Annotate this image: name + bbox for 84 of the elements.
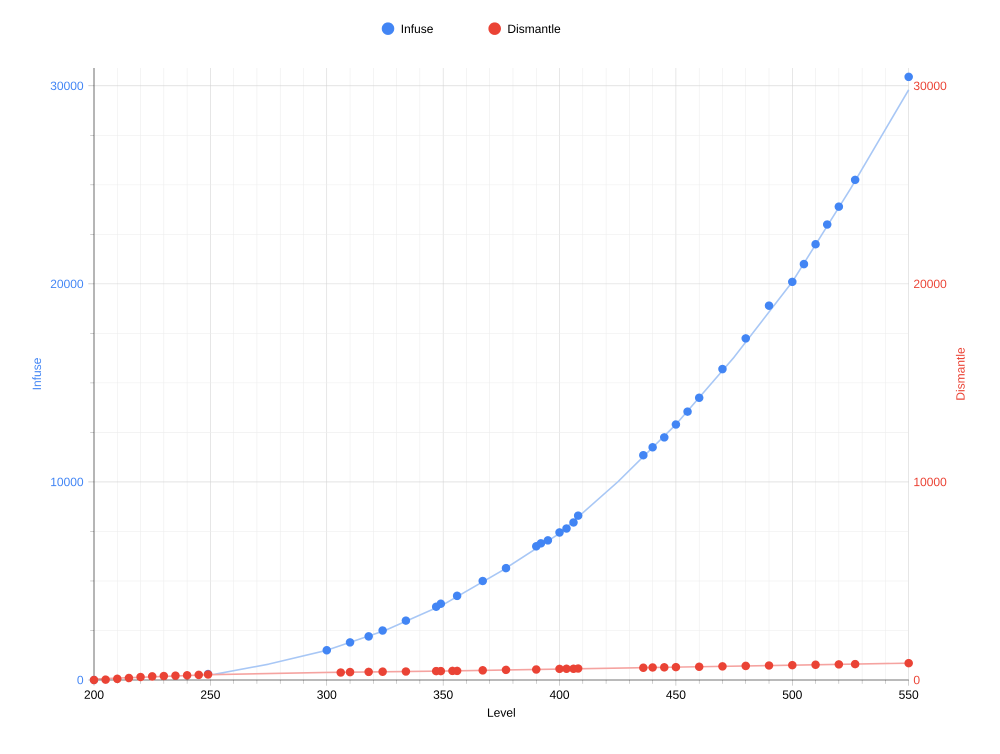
point: [536, 539, 546, 548]
point: [346, 668, 354, 676]
point: [346, 638, 354, 647]
point: [562, 524, 571, 533]
point: [904, 72, 913, 82]
point: [148, 672, 156, 681]
x-axis-title: Level: [488, 708, 515, 717]
point: [639, 450, 648, 460]
y2-tick-label: 30000: [914, 82, 946, 90]
point: [160, 672, 168, 680]
point: [555, 528, 564, 537]
point: [544, 536, 552, 545]
y-tick-label: 20000: [50, 280, 84, 288]
y-tick-label: 10000: [51, 478, 84, 486]
point: [562, 664, 571, 673]
point: [113, 674, 122, 684]
point: [741, 334, 750, 343]
legend-label: Dismantle: [508, 24, 560, 34]
point: [788, 278, 797, 286]
point: [502, 564, 510, 572]
point: [718, 662, 727, 671]
point: [452, 592, 462, 600]
x-tick-label: 200: [84, 690, 104, 699]
point: [850, 660, 860, 668]
point: [764, 661, 774, 670]
point: [834, 202, 844, 211]
x-tick-label: 300: [317, 690, 336, 699]
point: [574, 511, 582, 520]
point: [478, 666, 487, 675]
y-axis-title: Infuse: [32, 358, 42, 390]
y2-tick-label: 20000: [914, 280, 946, 288]
point: [171, 671, 180, 680]
point: [336, 668, 345, 677]
point: [555, 664, 564, 674]
point: [811, 660, 820, 670]
point: [741, 662, 750, 670]
point: [364, 668, 373, 676]
point: [694, 662, 704, 671]
point: [800, 260, 808, 268]
point: [788, 660, 797, 670]
point: [660, 433, 669, 442]
y2-axis-title: Dismantle: [956, 348, 965, 400]
point: [639, 663, 648, 672]
point: [436, 599, 446, 608]
point: [569, 518, 578, 527]
point: [683, 407, 692, 416]
point: [694, 393, 704, 402]
point: [718, 364, 727, 374]
point: [182, 670, 192, 680]
point: [822, 220, 832, 229]
point: [834, 660, 844, 669]
x-tick-label: 450: [666, 690, 686, 699]
point: [478, 576, 487, 586]
point: [378, 667, 387, 676]
point: [904, 658, 913, 668]
point: [124, 674, 134, 682]
point: [322, 646, 332, 655]
x-tick-label: 500: [782, 690, 802, 699]
x-tick-label: 250: [200, 690, 220, 699]
x-tick-label: 350: [434, 690, 453, 699]
y-tick-label: 0: [77, 676, 84, 684]
point: [532, 665, 541, 674]
point: [764, 301, 774, 310]
point: [648, 443, 657, 452]
y2-tick-label: 0: [914, 676, 920, 684]
point: [648, 663, 657, 672]
x-tick-label: 400: [550, 690, 570, 699]
point: [364, 632, 373, 641]
point: [502, 666, 510, 674]
point: [672, 662, 680, 672]
point: [811, 240, 820, 249]
point: [850, 176, 860, 184]
point: [194, 670, 204, 680]
point: [402, 667, 410, 676]
point: [101, 675, 110, 684]
point: [378, 626, 387, 635]
point: [402, 616, 410, 625]
y2-tick-label: 10000: [914, 478, 946, 486]
point: [136, 672, 145, 682]
legend-label: Infuse: [402, 24, 433, 34]
point: [660, 663, 669, 672]
point: [672, 420, 680, 429]
x-tick-label: 550: [899, 690, 918, 699]
y-tick-label: 30000: [50, 82, 84, 90]
